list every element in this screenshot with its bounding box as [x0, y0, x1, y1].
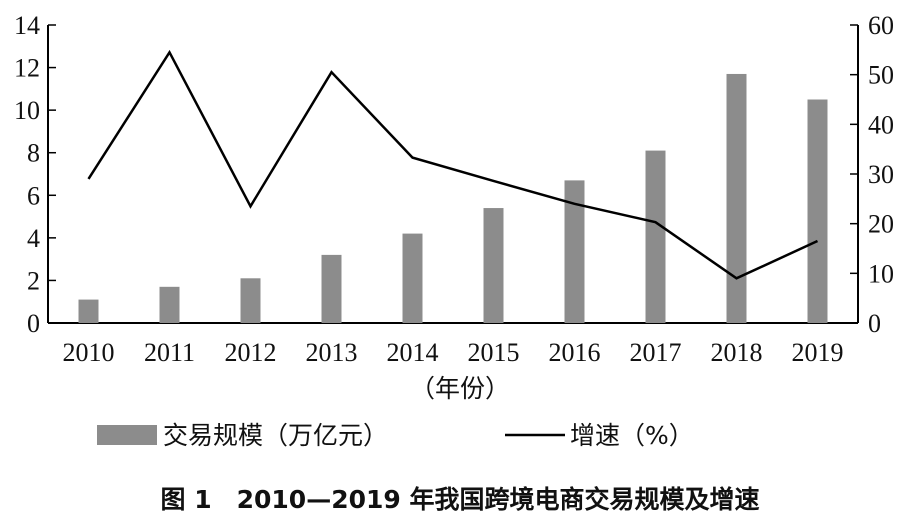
right-tick-label: 40: [868, 110, 894, 139]
bar: [645, 150, 666, 323]
bar: [483, 208, 504, 323]
figure-caption: 图 1 2010—2019 年我国跨境电商交易规模及增速: [161, 485, 760, 514]
right-tick-label: 20: [868, 210, 894, 239]
x-tick-label: 2015: [468, 338, 520, 367]
x-tick-label: 2016: [549, 338, 601, 367]
plot-area: 0 2 4 6 8 10 12 14 0 10 20 30 40 50 60 2010 2011 2012 2013…: [14, 11, 894, 367]
bar: [159, 286, 180, 323]
legend-swatch-bar: [97, 425, 157, 445]
bar: [240, 278, 261, 323]
left-tick-label: 6: [27, 181, 40, 210]
right-tick-label: 50: [868, 61, 894, 90]
x-tick-label: 2013: [306, 338, 358, 367]
x-axis-label: （年份）: [410, 374, 510, 403]
right-tick-label: 60: [868, 11, 894, 40]
x-tick-label: 2010: [63, 338, 115, 367]
legend-label-bar: 交易规模（万亿元）: [163, 421, 388, 450]
x-tick-label: 2019: [792, 338, 844, 367]
legend-label-line: 增速（%）: [570, 421, 694, 450]
right-tick-label: 0: [868, 309, 881, 338]
left-tick-label: 4: [27, 224, 40, 253]
bar: [564, 180, 585, 323]
bar: [726, 73, 747, 323]
bar: [402, 233, 423, 323]
x-tick-label: 2012: [225, 338, 277, 367]
x-tick-label: 2018: [711, 338, 763, 367]
bar: [807, 99, 828, 323]
x-tick-label: 2014: [387, 338, 439, 367]
right-tick-label: 30: [868, 160, 894, 189]
left-tick-label: 14: [14, 11, 40, 40]
left-tick-label: 12: [14, 54, 40, 83]
x-tick-label: 2011: [144, 338, 195, 367]
bar: [78, 299, 99, 323]
left-tick-label: 2: [27, 266, 40, 295]
legend: 交易规模（万亿元） 增速（%）: [97, 421, 694, 450]
growth-line: [87, 49, 819, 280]
bar: [321, 254, 342, 323]
left-tick-label: 10: [14, 96, 40, 125]
left-tick-label: 0: [27, 309, 40, 338]
left-tick-label: 8: [27, 139, 40, 168]
right-tick-label: 10: [868, 259, 894, 288]
x-tick-label: 2017: [630, 338, 682, 367]
